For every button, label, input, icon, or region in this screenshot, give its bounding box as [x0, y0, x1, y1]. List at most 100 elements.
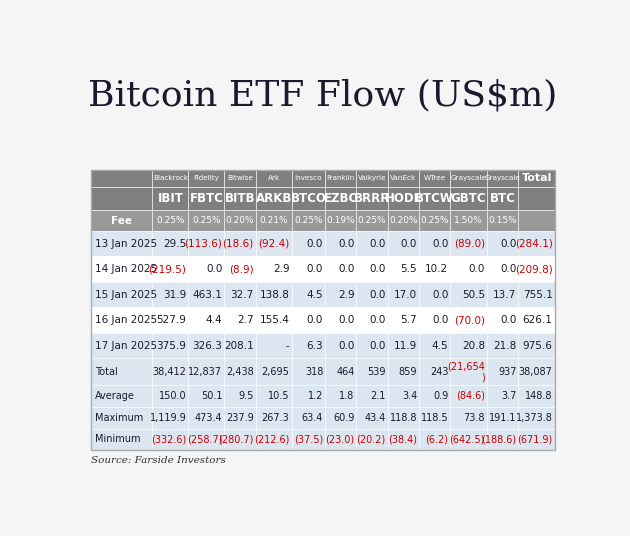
Text: Invesco: Invesco — [295, 175, 322, 182]
Text: 17.0: 17.0 — [394, 289, 417, 300]
Text: (6.2): (6.2) — [425, 434, 449, 444]
Text: 4.5: 4.5 — [307, 289, 323, 300]
Text: 3.7: 3.7 — [501, 391, 517, 401]
Text: 73.8: 73.8 — [464, 413, 485, 423]
Text: Total: Total — [522, 174, 552, 183]
Text: HODL: HODL — [385, 192, 422, 205]
Bar — [152, 359, 188, 385]
Text: 975.6: 975.6 — [523, 340, 553, 351]
Text: (212.6): (212.6) — [254, 434, 289, 444]
Bar — [91, 307, 152, 333]
Text: 0.25%: 0.25% — [192, 216, 220, 225]
Bar — [450, 359, 487, 385]
Text: 2.7: 2.7 — [237, 315, 254, 325]
Text: (23.0): (23.0) — [326, 434, 355, 444]
Bar — [487, 231, 518, 256]
Text: 0.0: 0.0 — [432, 315, 449, 325]
Text: 0.19%: 0.19% — [326, 216, 355, 225]
Bar — [387, 188, 419, 211]
Text: 0.0: 0.0 — [338, 340, 355, 351]
Text: 38,087: 38,087 — [518, 367, 553, 377]
Bar — [450, 169, 487, 188]
Bar — [256, 407, 292, 428]
Text: 138.8: 138.8 — [260, 289, 289, 300]
Bar — [256, 282, 292, 307]
Text: 2.9: 2.9 — [273, 264, 289, 274]
Text: 3.4: 3.4 — [402, 391, 417, 401]
Bar — [292, 256, 325, 282]
Bar — [152, 307, 188, 333]
Text: 21.8: 21.8 — [493, 340, 517, 351]
Bar — [325, 428, 357, 450]
Bar — [152, 211, 188, 231]
Bar — [419, 231, 450, 256]
Bar — [256, 385, 292, 407]
Bar — [419, 385, 450, 407]
Bar — [450, 188, 487, 211]
Bar — [152, 256, 188, 282]
Text: 937: 937 — [498, 367, 517, 377]
Text: 0.25%: 0.25% — [358, 216, 386, 225]
Bar — [387, 282, 419, 307]
Bar — [419, 333, 450, 359]
Text: (20.2): (20.2) — [357, 434, 386, 444]
Text: 0.25%: 0.25% — [420, 216, 449, 225]
Bar — [387, 407, 419, 428]
Bar — [224, 428, 256, 450]
Bar — [91, 169, 152, 188]
Text: BITB: BITB — [225, 192, 255, 205]
Bar — [224, 169, 256, 188]
Text: 5.5: 5.5 — [401, 264, 417, 274]
Text: (92.4): (92.4) — [258, 239, 289, 249]
Text: (37.5): (37.5) — [294, 434, 323, 444]
Text: 118.5: 118.5 — [421, 413, 449, 423]
Bar — [387, 333, 419, 359]
Bar — [152, 188, 188, 211]
Text: 0.0: 0.0 — [500, 315, 517, 325]
Text: EZBC: EZBC — [324, 192, 358, 205]
Text: (280.7): (280.7) — [219, 434, 254, 444]
Bar — [91, 256, 152, 282]
Text: 6.3: 6.3 — [307, 340, 323, 351]
Bar — [450, 333, 487, 359]
Bar — [487, 407, 518, 428]
Text: 1,119.9: 1,119.9 — [149, 413, 186, 423]
Text: FBTC: FBTC — [190, 192, 224, 205]
Text: Bitcoin ETF Flow (US$m): Bitcoin ETF Flow (US$m) — [88, 79, 558, 113]
Bar — [450, 231, 487, 256]
Bar — [152, 385, 188, 407]
Bar — [419, 428, 450, 450]
Bar — [224, 282, 256, 307]
Bar — [487, 307, 518, 333]
Text: (332.6): (332.6) — [151, 434, 186, 444]
Bar — [256, 188, 292, 211]
Bar — [357, 188, 387, 211]
Text: Blackrock: Blackrock — [153, 175, 188, 182]
Text: 17 Jan 2025: 17 Jan 2025 — [94, 340, 157, 351]
Text: 43.4: 43.4 — [365, 413, 386, 423]
Text: (258.7): (258.7) — [186, 434, 222, 444]
Bar — [152, 428, 188, 450]
Bar — [91, 231, 152, 256]
Bar — [91, 359, 152, 385]
Text: 31.9: 31.9 — [163, 289, 186, 300]
Text: 9.5: 9.5 — [238, 391, 254, 401]
Text: 150.0: 150.0 — [159, 391, 186, 401]
Text: 375.9: 375.9 — [156, 340, 186, 351]
Bar — [256, 256, 292, 282]
Bar — [224, 188, 256, 211]
Bar — [419, 188, 450, 211]
Bar — [325, 385, 357, 407]
Text: (113.6): (113.6) — [185, 239, 222, 249]
Bar — [487, 359, 518, 385]
Text: Ark: Ark — [268, 175, 280, 182]
Bar — [256, 307, 292, 333]
Text: 0.0: 0.0 — [369, 315, 386, 325]
Bar — [91, 333, 152, 359]
Text: 0.0: 0.0 — [369, 264, 386, 274]
Bar — [419, 256, 450, 282]
Bar — [292, 333, 325, 359]
Bar — [325, 231, 357, 256]
Text: 0.0: 0.0 — [307, 264, 323, 274]
Text: 13 Jan 2025: 13 Jan 2025 — [94, 239, 157, 249]
